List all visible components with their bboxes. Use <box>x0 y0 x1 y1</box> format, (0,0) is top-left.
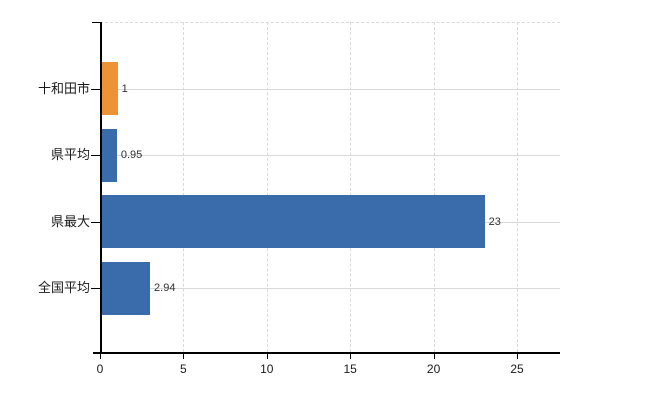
vertical-gridline <box>517 22 518 352</box>
bar <box>101 128 117 182</box>
x-axis-line <box>93 352 560 354</box>
horizontal-gridline <box>101 155 560 156</box>
category-label: 十和田市 <box>37 80 90 96</box>
horizontal-gridline <box>101 88 560 90</box>
x-tick-label: 10 <box>260 362 274 376</box>
vertical-gridline <box>433 22 435 352</box>
y-axis-tick <box>91 88 100 90</box>
x-axis-tick <box>350 353 352 359</box>
x-axis-tick <box>183 353 185 359</box>
bar-value-label: 2.94 <box>154 282 176 294</box>
x-axis-tick <box>517 353 518 359</box>
bar <box>101 195 485 248</box>
bar <box>101 261 151 315</box>
y-axis-tick <box>91 288 100 289</box>
y-axis-line <box>100 22 102 353</box>
x-axis-tick <box>100 353 101 359</box>
x-axis-tick <box>266 353 268 359</box>
x-tick-label: 5 <box>180 362 187 376</box>
bar-value-label: 0.95 <box>120 149 143 161</box>
category-label: 県平均 <box>50 147 90 162</box>
bar <box>101 62 118 115</box>
y-axis-top-tick <box>92 22 100 23</box>
x-tick-label: 0 <box>96 362 104 376</box>
category-label: 県最大 <box>50 213 90 229</box>
y-axis-tick <box>91 155 100 156</box>
vertical-gridline <box>266 22 268 352</box>
x-axis-tick <box>433 353 435 359</box>
x-tick-label: 15 <box>343 362 357 376</box>
plot-top-border <box>100 22 560 23</box>
category-label: 全国平均 <box>37 280 90 295</box>
y-axis-tick <box>91 221 100 223</box>
horizontal-gridline <box>101 288 560 289</box>
vertical-gridline <box>183 22 185 352</box>
vertical-gridline <box>350 22 352 352</box>
x-tick-label: 25 <box>510 362 524 376</box>
bar-value-label: 23 <box>488 215 501 228</box>
x-tick-label: 20 <box>426 362 441 376</box>
bar-value-label: 1 <box>121 82 128 95</box>
